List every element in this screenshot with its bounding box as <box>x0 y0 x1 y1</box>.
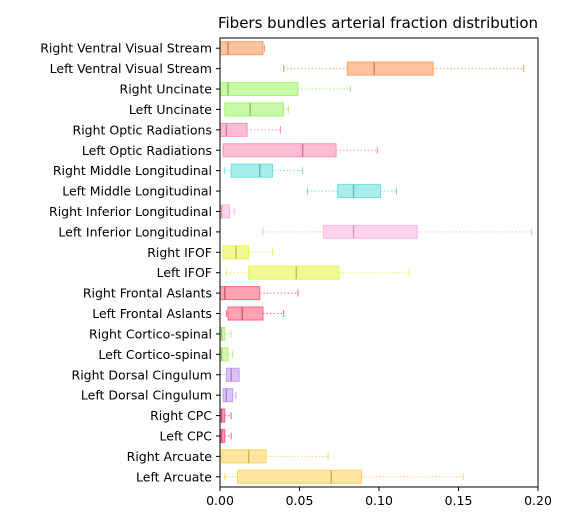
y-tick-label: Right CPC <box>150 408 212 423</box>
y-tick-label: Right Frontal Aslants <box>83 286 212 301</box>
box-row <box>219 286 299 301</box>
y-tick-label: Left IFOF <box>157 265 212 280</box>
iqr-box <box>346 61 434 76</box>
x-tick-label: 0.20 <box>524 493 552 508</box>
y-tick-label: Left Frontal Aslants <box>92 306 212 321</box>
y-tick-label: Right Dorsal Cingulum <box>72 367 212 382</box>
y-tick-label: Left Dorsal Cingulum <box>81 388 212 403</box>
box-row <box>283 61 525 76</box>
box-row <box>219 102 289 117</box>
box-row <box>306 184 397 199</box>
iqr-box <box>219 326 226 341</box>
x-axis: 0.00 0.05 0.10 0.15 0.20 <box>206 487 552 508</box>
box-row <box>219 388 237 403</box>
box-row <box>219 204 235 219</box>
box-row <box>219 82 351 97</box>
box-row <box>219 245 273 260</box>
iqr-box <box>337 184 382 199</box>
box-row <box>219 347 234 362</box>
iqr-box <box>219 428 226 443</box>
iqr-box <box>230 163 273 178</box>
iqr-box <box>222 388 234 403</box>
plot-area <box>219 41 533 484</box>
iqr-box <box>322 224 418 239</box>
box-row <box>219 367 240 382</box>
chart-title: Fibers bundles arterial fraction distrib… <box>218 14 538 32</box>
box-row <box>225 265 410 280</box>
box-row <box>219 428 232 443</box>
y-tick-label: Left Optic Radiations <box>82 143 212 158</box>
y-tick-label: Right Arcuate <box>127 449 213 464</box>
y-tick-label: Left Inferior Longitudinal <box>58 224 212 239</box>
x-tick-label: 0.05 <box>286 493 314 508</box>
y-tick-label: Right Middle Longitudinal <box>53 163 212 178</box>
iqr-box <box>224 102 285 117</box>
iqr-box <box>222 143 337 158</box>
y-tick-label: Right Ventral Visual Stream <box>40 41 212 56</box>
box-row <box>219 122 281 137</box>
iqr-box <box>236 469 363 484</box>
box-row <box>222 143 378 158</box>
iqr-box <box>227 306 264 321</box>
iqr-box <box>219 82 299 97</box>
iqr-box <box>219 41 264 56</box>
iqr-box <box>219 408 226 423</box>
y-tick-label: Right Cortico-spinal <box>89 326 212 341</box>
x-tick-label: 0.15 <box>445 493 473 508</box>
box-row <box>262 224 533 239</box>
iqr-box <box>221 449 267 464</box>
y-tick-label: Left Uncinate <box>129 102 212 117</box>
x-tick-label: 0.00 <box>206 493 234 508</box>
y-tick-label: Left Ventral Visual Stream <box>50 61 212 76</box>
y-tick-label: Right Inferior Longitudinal <box>49 204 212 219</box>
y-tick-label: Right Uncinate <box>120 82 213 97</box>
y-tick-label: Left Cortico-spinal <box>98 347 212 362</box>
box-row <box>219 408 232 423</box>
y-tick-label: Left Middle Longitudinal <box>62 184 212 199</box>
y-tick-label: Left Arcuate <box>136 469 212 484</box>
box-row <box>225 306 285 321</box>
y-tick-label: Right IFOF <box>147 245 212 260</box>
iqr-box <box>248 265 340 280</box>
y-tick-label: Right Optic Radiations <box>73 122 212 137</box>
iqr-box <box>225 367 240 382</box>
box-row <box>219 449 329 464</box>
box-row <box>224 163 304 178</box>
y-axis-labels: Right Ventral Visual Stream Left Ventral … <box>40 41 220 484</box>
iqr-box <box>219 122 248 137</box>
box-row <box>224 469 464 484</box>
box-row <box>219 326 232 341</box>
x-tick-label: 0.10 <box>365 493 393 508</box>
y-tick-label: Left CPC <box>160 428 213 443</box>
iqr-box <box>219 286 261 301</box>
box-row <box>219 41 266 56</box>
axes-frame <box>219 37 539 488</box>
